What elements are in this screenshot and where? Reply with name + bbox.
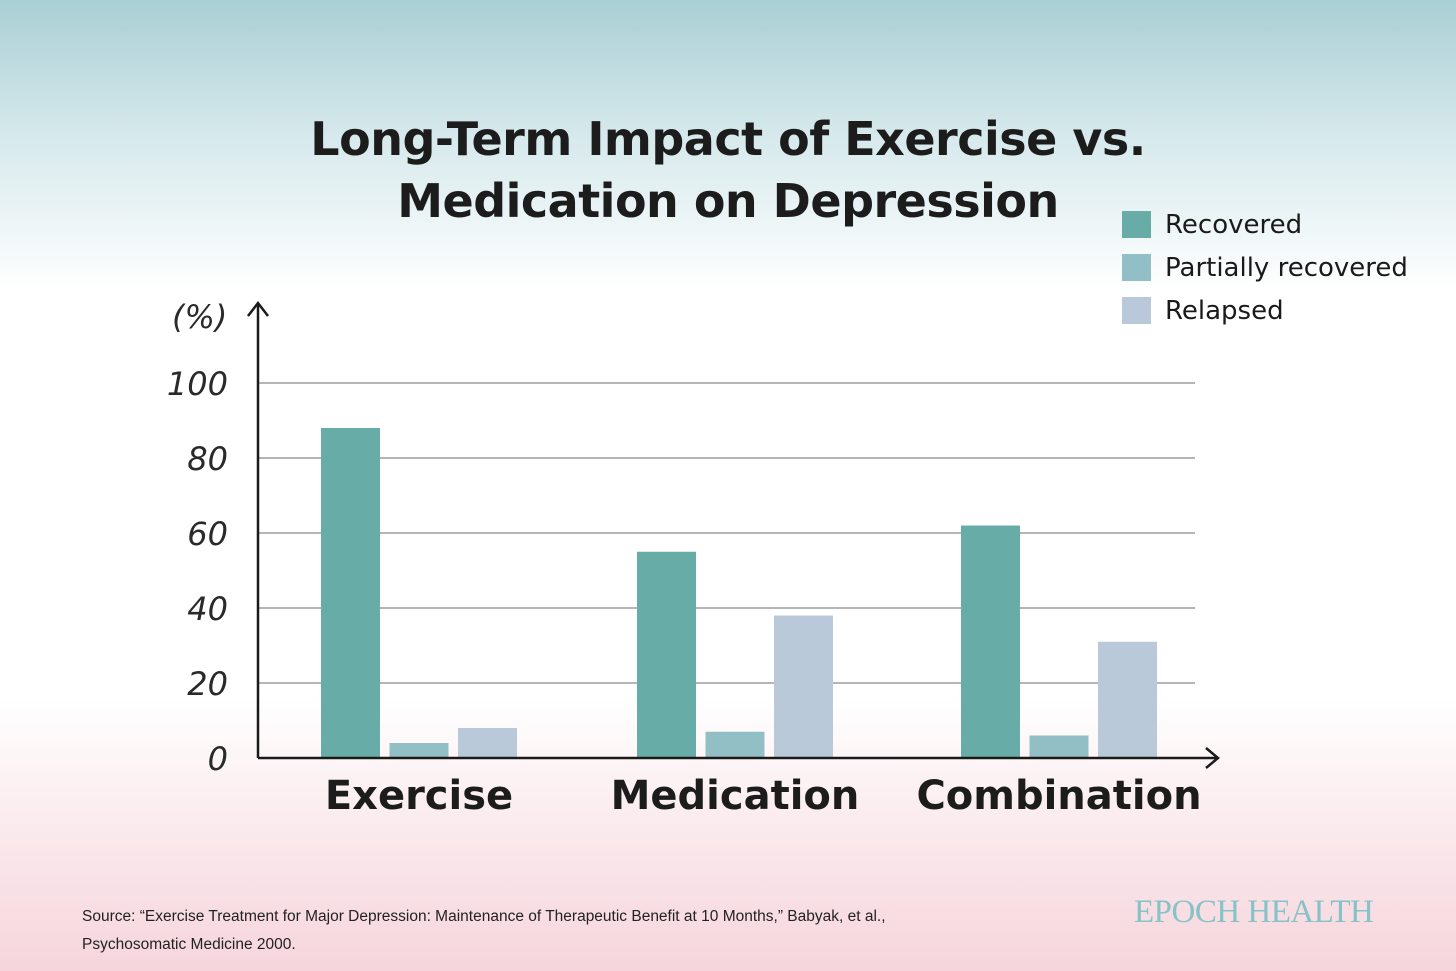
- bar-combination-recovered: [961, 525, 1020, 758]
- x-axis-arrow-icon: [1205, 747, 1220, 769]
- bar-exercise-partially-recovered: [389, 743, 449, 758]
- y-tick-label-20: 20: [187, 665, 228, 703]
- source-line-1: Source: “Exercise Treatment for Major De…: [82, 908, 886, 925]
- legend-label-partially-recovered: Partially recovered: [1165, 252, 1408, 283]
- legend-swatch-relapsed: [1122, 297, 1151, 324]
- bar-combination-relapsed: [1098, 641, 1157, 758]
- legend-item-partially-recovered: Partially recovered: [1122, 246, 1408, 289]
- bar-exercise-relapsed: [458, 728, 517, 758]
- y-tick-label-80: 80: [187, 440, 228, 478]
- legend-item-relapsed: Relapsed: [1122, 289, 1408, 332]
- bar-medication-relapsed: [774, 615, 833, 758]
- y-tick-label-100: 100: [167, 365, 228, 403]
- bar-exercise-recovered: [321, 428, 380, 758]
- legend-label-relapsed: Relapsed: [1165, 295, 1284, 326]
- legend-swatch-recovered: [1122, 211, 1151, 238]
- chart-title: Long-Term Impact of Exercise vs. Medicat…: [0, 108, 1456, 232]
- brand-logo: EPOCH HEALTH: [1134, 894, 1374, 930]
- x-tick-label-combination: Combination: [916, 773, 1201, 819]
- chart-legend: Recovered Partially recovered Relapsed: [1122, 203, 1408, 332]
- chart-title-line-2: Medication on Depression: [397, 174, 1059, 228]
- y-axis-arrow-icon: [247, 300, 269, 317]
- legend-label-recovered: Recovered: [1165, 209, 1303, 240]
- y-axis-label: (%): [172, 298, 228, 336]
- x-tick-label-exercise: Exercise: [325, 773, 513, 819]
- source-citation: Source: “Exercise Treatment for Major De…: [82, 903, 982, 959]
- x-tick-label-medication: Medication: [611, 773, 860, 819]
- bar-medication-recovered: [637, 551, 696, 758]
- y-tick-label-60: 60: [187, 515, 228, 553]
- bar-medication-partially-recovered: [705, 731, 765, 758]
- legend-item-recovered: Recovered: [1122, 203, 1408, 246]
- y-tick-label-0: 0: [208, 740, 228, 778]
- chart-title-line-1: Long-Term Impact of Exercise vs.: [310, 112, 1146, 166]
- y-tick-label-40: 40: [187, 590, 228, 628]
- legend-swatch-partially-recovered: [1122, 254, 1151, 281]
- bar-combination-partially-recovered: [1029, 735, 1089, 758]
- source-line-2: Psychosomatic Medicine 2000.: [82, 936, 296, 953]
